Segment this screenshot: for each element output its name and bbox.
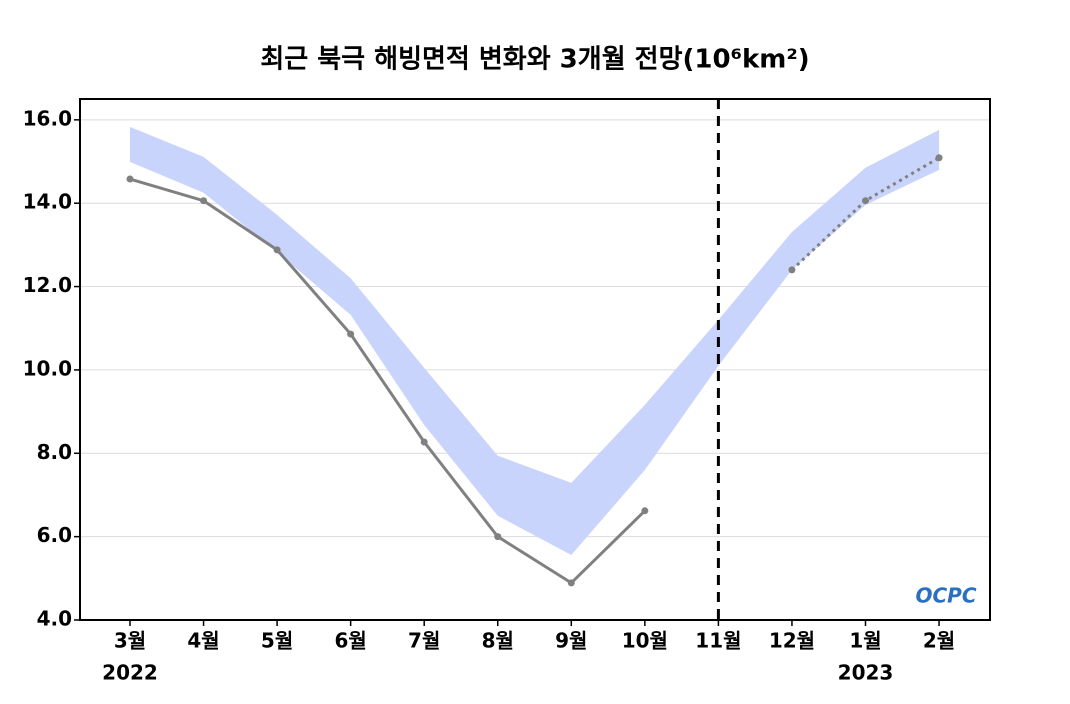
y-tick-label: 6.0: [37, 523, 72, 547]
x-tick-label: 2월: [923, 629, 955, 653]
y-tick-label: 8.0: [37, 440, 72, 464]
year-label: 2022: [102, 661, 158, 685]
x-tick-label: 9월: [555, 629, 587, 653]
data-point: [788, 266, 796, 274]
data-point: [273, 246, 281, 254]
data-point: [935, 154, 943, 162]
y-tick-label: 12.0: [23, 273, 72, 297]
data-point: [347, 330, 355, 338]
y-tick-label: 14.0: [23, 190, 72, 214]
data-point: [641, 507, 649, 515]
x-tick-label: 6월: [334, 629, 366, 653]
forecast-band: [130, 126, 940, 555]
chart-title: 최근 북극 해빙면적 변화와 3개월 전망(10⁶km²): [260, 45, 809, 75]
y-tick-label: 4.0: [37, 607, 72, 631]
x-tick-label: 4월: [187, 629, 219, 653]
logo: OCPC: [915, 584, 976, 608]
x-tick-label: 3월: [114, 629, 146, 653]
data-point: [420, 438, 428, 446]
x-tick-label: 10월: [622, 629, 668, 653]
data-point: [126, 175, 134, 183]
plot-frame: [79, 98, 991, 621]
data-point: [567, 579, 575, 587]
data-point: [862, 197, 869, 205]
data-point: [494, 533, 502, 541]
x-tick-label: 12월: [769, 629, 815, 653]
x-tick-label: 1월: [849, 629, 881, 653]
x-tick-label: 11월: [695, 629, 741, 653]
series-line: [129, 177, 646, 585]
y-tick-label: 16.0: [23, 106, 72, 130]
x-tick-label: 8월: [482, 629, 514, 653]
x-tick-label: 5월: [261, 629, 293, 653]
x-tick-label: 7월: [408, 629, 440, 653]
y-tick-label: 10.0: [23, 356, 72, 380]
year-label: 2023: [838, 661, 894, 685]
data-point: [200, 197, 208, 205]
